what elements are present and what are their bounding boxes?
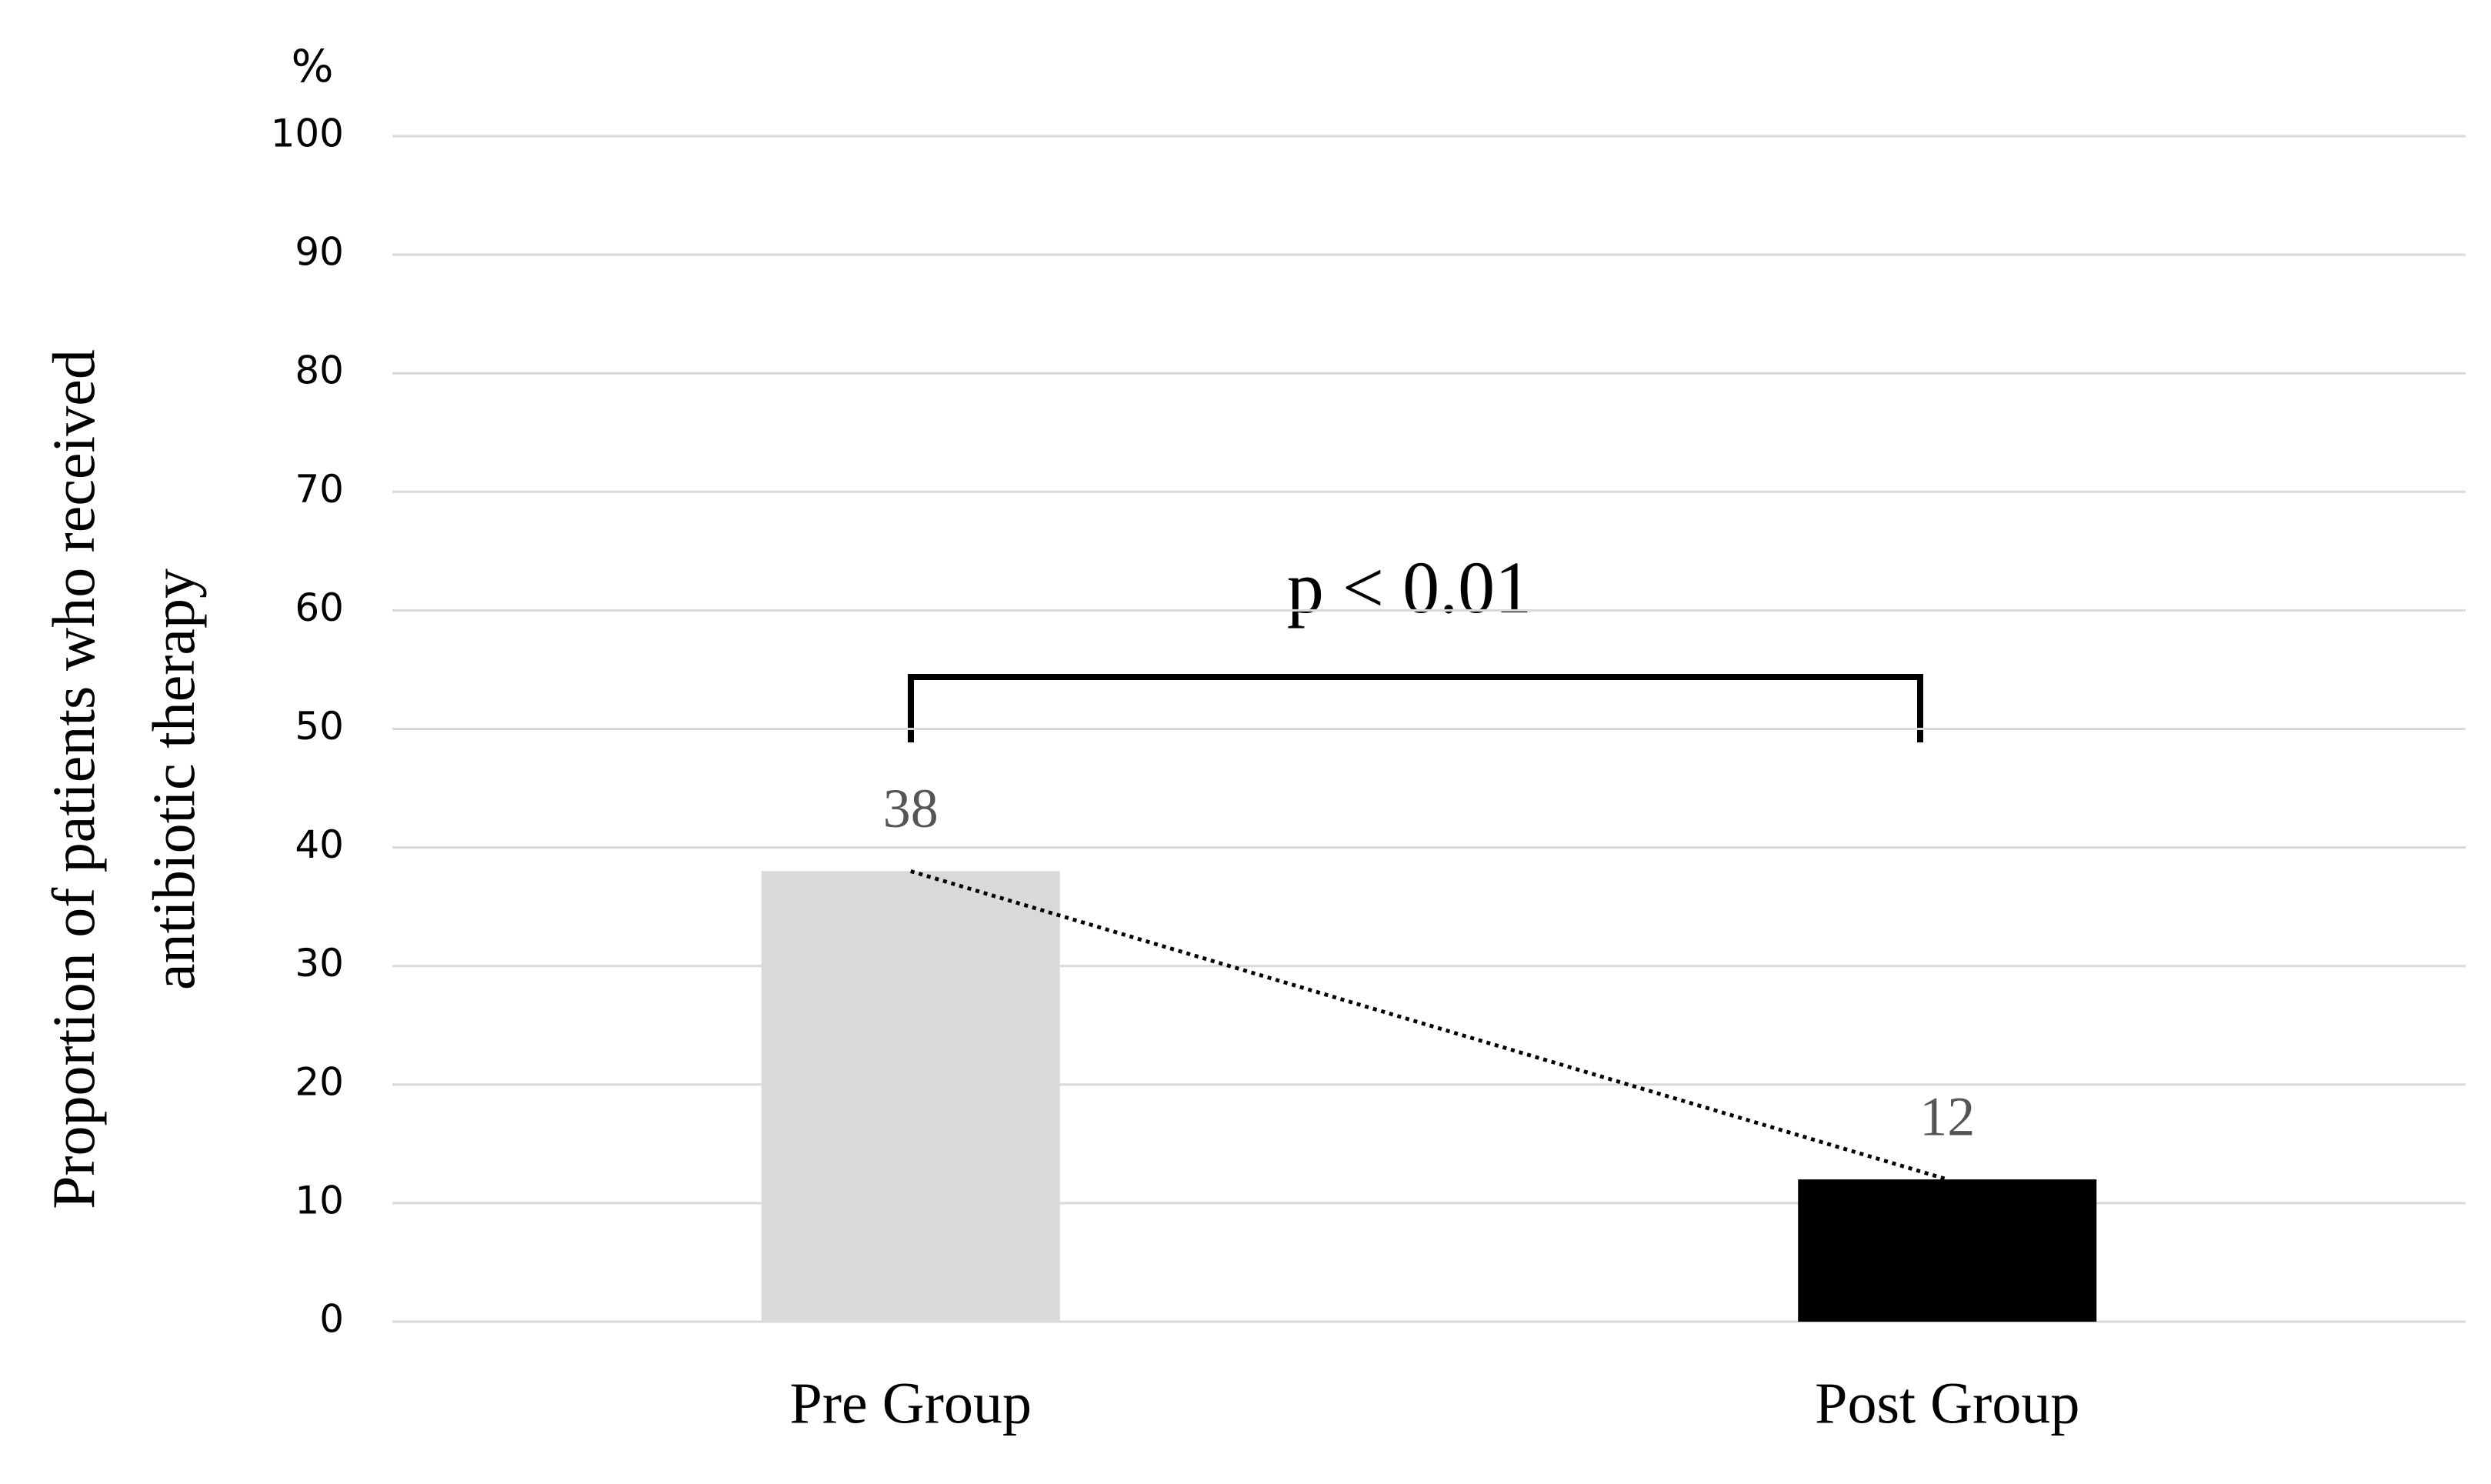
y-axis-title-line: Proportion of patients who received [40, 349, 107, 1209]
significance-bracket [908, 674, 1923, 742]
y-tick-label: 40 [295, 822, 344, 867]
y-tick-label: 10 [295, 1178, 344, 1222]
y-tick-label: 90 [295, 230, 344, 275]
y-tick-label: 80 [295, 348, 344, 393]
bar [1798, 1179, 2097, 1322]
x-tick-label: Pre Group [789, 1371, 1032, 1436]
y-tick-label: 50 [295, 704, 344, 749]
x-tick-label: Post Group [1815, 1371, 2079, 1436]
y-unit: % [291, 40, 333, 92]
y-tick-label: 0 [319, 1297, 344, 1342]
trend-line [910, 869, 1948, 1182]
y-tick-label: 60 [295, 585, 344, 630]
significance-label: p < 0.01 [1287, 546, 1532, 629]
y-axis-title-line: antibiotic therapy [140, 569, 207, 990]
y-axis-title: Proportion of patients who received anti… [40, 349, 207, 1209]
y-tick-label: 30 [295, 941, 344, 985]
data-label: 38 [883, 778, 939, 839]
y-tick-label: 20 [295, 1059, 344, 1104]
y-tick-label: 70 [295, 467, 344, 512]
y-tick-label: 100 [271, 112, 344, 156]
bar [761, 871, 1060, 1322]
data-label: 12 [1919, 1086, 1975, 1148]
